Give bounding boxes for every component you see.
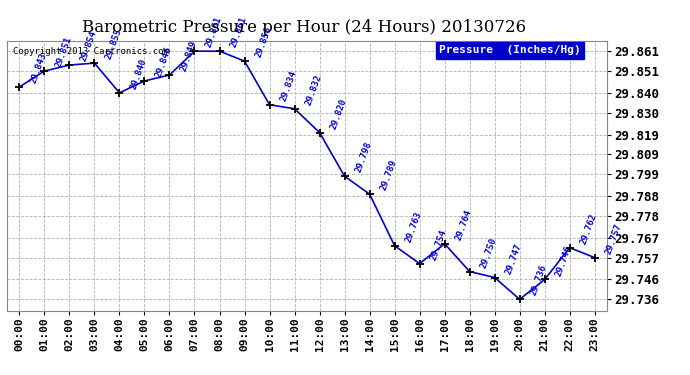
Text: 29.849: 29.849 (179, 39, 199, 73)
Text: 29.851: 29.851 (54, 36, 74, 69)
Text: 29.854: 29.854 (79, 30, 99, 63)
Text: 29.861: 29.861 (204, 16, 224, 49)
Text: 29.754: 29.754 (429, 228, 448, 261)
Text: 29.746: 29.746 (554, 244, 574, 278)
Text: 29.846: 29.846 (154, 45, 174, 79)
Text: 29.757: 29.757 (604, 222, 624, 255)
Text: 29.789: 29.789 (380, 159, 399, 192)
Text: 29.750: 29.750 (480, 236, 499, 269)
Text: 29.856: 29.856 (254, 26, 274, 59)
Text: 29.762: 29.762 (580, 212, 599, 246)
Text: 29.840: 29.840 (129, 57, 148, 91)
Text: 29.832: 29.832 (304, 73, 324, 106)
Text: 29.843: 29.843 (29, 51, 48, 85)
Text: 29.763: 29.763 (404, 210, 424, 244)
Text: Pressure  (Inches/Hg): Pressure (Inches/Hg) (439, 45, 581, 55)
Text: 29.747: 29.747 (504, 242, 524, 275)
Text: 29.736: 29.736 (529, 264, 549, 297)
Text: Barometric Pressure per Hour (24 Hours) 20130726: Barometric Pressure per Hour (24 Hours) … (81, 19, 526, 36)
Text: 29.798: 29.798 (354, 141, 374, 174)
Text: 29.764: 29.764 (454, 208, 474, 242)
Text: 29.820: 29.820 (329, 97, 348, 130)
Text: 29.855: 29.855 (104, 27, 124, 61)
Text: Copyright 2013 Cartronics.com: Copyright 2013 Cartronics.com (13, 46, 169, 56)
Text: 29.834: 29.834 (279, 69, 299, 103)
Text: 29.861: 29.861 (229, 16, 248, 49)
